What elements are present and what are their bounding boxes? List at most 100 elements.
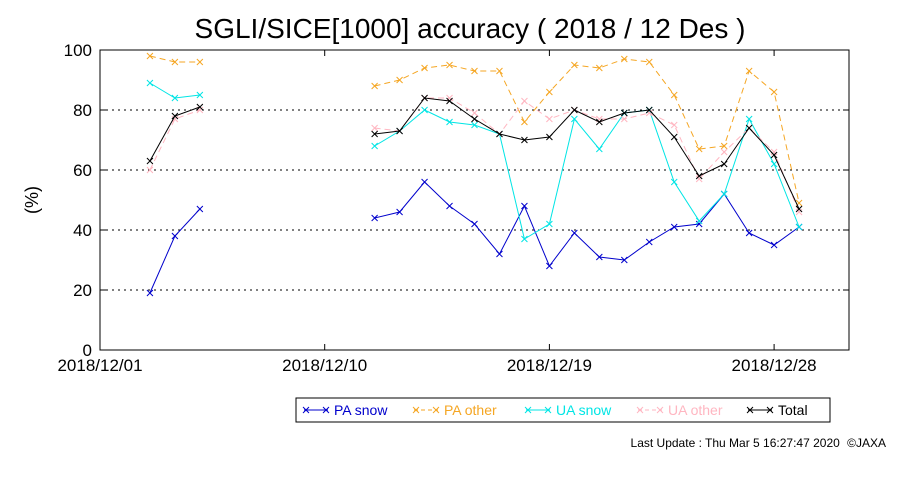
grid-lines: [100, 109, 849, 291]
data-point: [770, 151, 778, 159]
data-point: [521, 136, 528, 144]
data-point: [146, 157, 154, 165]
data-point: [720, 160, 728, 168]
data-point: [770, 148, 778, 156]
x-tick-labels: 2018/12/01 2018/12/10 2018/12/19 2018/12/28: [57, 356, 816, 375]
data-point: [521, 202, 528, 210]
data-point: [620, 109, 628, 117]
legend-label: UA other: [668, 402, 723, 418]
legend-label: PA snow: [334, 402, 388, 418]
data-point: [670, 178, 678, 186]
data-point: [146, 166, 154, 174]
data-point: [745, 124, 753, 132]
series-line: [374, 109, 800, 240]
legend-box: [295, 397, 831, 423]
series-line: [149, 82, 200, 99]
data-point: [546, 220, 553, 228]
data-point: [446, 97, 453, 105]
series-line: [149, 109, 201, 171]
data-point: [770, 241, 778, 249]
data-point: [471, 109, 478, 117]
data-point: [371, 142, 378, 150]
data-point: [471, 121, 478, 129]
legend-marker: [636, 406, 644, 414]
data-point: [670, 133, 678, 141]
series-layer: [146, 52, 803, 297]
data-point: [446, 61, 453, 69]
data-point: [695, 175, 703, 183]
data-point: [171, 94, 179, 102]
data-point: [471, 67, 478, 75]
data-point: [546, 133, 553, 141]
data-point: [146, 289, 154, 297]
data-point: [496, 67, 503, 75]
plot-frame: [99, 49, 850, 351]
data-point: [496, 130, 503, 138]
legend-label: Total: [778, 402, 808, 418]
data-point: [171, 58, 179, 66]
data-point: [196, 58, 204, 66]
data-point: [171, 112, 179, 120]
data-point: [645, 106, 653, 114]
data-point: [795, 205, 803, 213]
data-point: [645, 58, 653, 66]
data-point: [421, 106, 428, 114]
footer: Last Update : Thu Mar 5 16:27:47 2020 ©J…: [627, 436, 886, 450]
data-point: [496, 250, 503, 258]
data-point: [171, 115, 179, 123]
legend-marker: [322, 406, 330, 414]
data-point: [695, 172, 703, 180]
data-point: [471, 115, 478, 123]
data-point: [371, 214, 378, 222]
data-point: [620, 256, 628, 264]
data-point: [595, 64, 603, 72]
y-tick-labels: 0 20 40 60 80 100: [64, 41, 92, 360]
chart-title: SGLI/SICE[1000] accuracy ( 2018 / 12 Des…: [195, 13, 746, 44]
data-point: [421, 178, 428, 186]
data-point: [695, 220, 703, 228]
x-tick-label: 2018/12/19: [507, 356, 592, 375]
axes: [99, 49, 850, 351]
data-point: [196, 205, 204, 213]
data-point: [670, 91, 678, 99]
legend-marker: [746, 406, 754, 414]
data-point: [571, 115, 578, 123]
data-point: [720, 148, 728, 156]
data-point: [421, 64, 428, 72]
series-pa-other: [146, 52, 803, 207]
series-line: [149, 55, 200, 63]
data-point: [670, 121, 678, 129]
legend-marker: [302, 406, 310, 414]
data-point: [396, 208, 403, 216]
series-ua-other: [146, 94, 803, 216]
y-tick-label: 80: [73, 101, 92, 120]
data-point: [171, 232, 179, 240]
legend: PA snow PA other UA snow UA other Total: [295, 397, 831, 423]
legend-marker: [524, 406, 532, 414]
legend-marker: [432, 406, 440, 414]
data-point: [595, 118, 603, 126]
series-line: [374, 58, 800, 204]
data-point: [770, 160, 778, 168]
legend-marker: [766, 406, 774, 414]
data-point: [546, 88, 553, 96]
y-tick-label: 100: [64, 41, 92, 60]
data-point: [371, 82, 378, 90]
data-point: [521, 118, 528, 126]
data-point: [396, 76, 403, 84]
x-tick-label: 2018/12/01: [57, 356, 142, 375]
series-line: [374, 181, 800, 267]
y-tick-label: 20: [73, 281, 92, 300]
data-point: [670, 223, 678, 231]
data-point: [695, 145, 703, 153]
data-point: [595, 145, 603, 153]
data-point: [421, 94, 428, 102]
data-point: [371, 130, 378, 138]
data-point: [571, 106, 578, 114]
legend-marker: [544, 406, 552, 414]
data-point: [620, 115, 628, 123]
series-line: [149, 106, 201, 162]
data-point: [745, 67, 753, 75]
data-point: [196, 91, 204, 99]
data-point: [745, 115, 753, 123]
